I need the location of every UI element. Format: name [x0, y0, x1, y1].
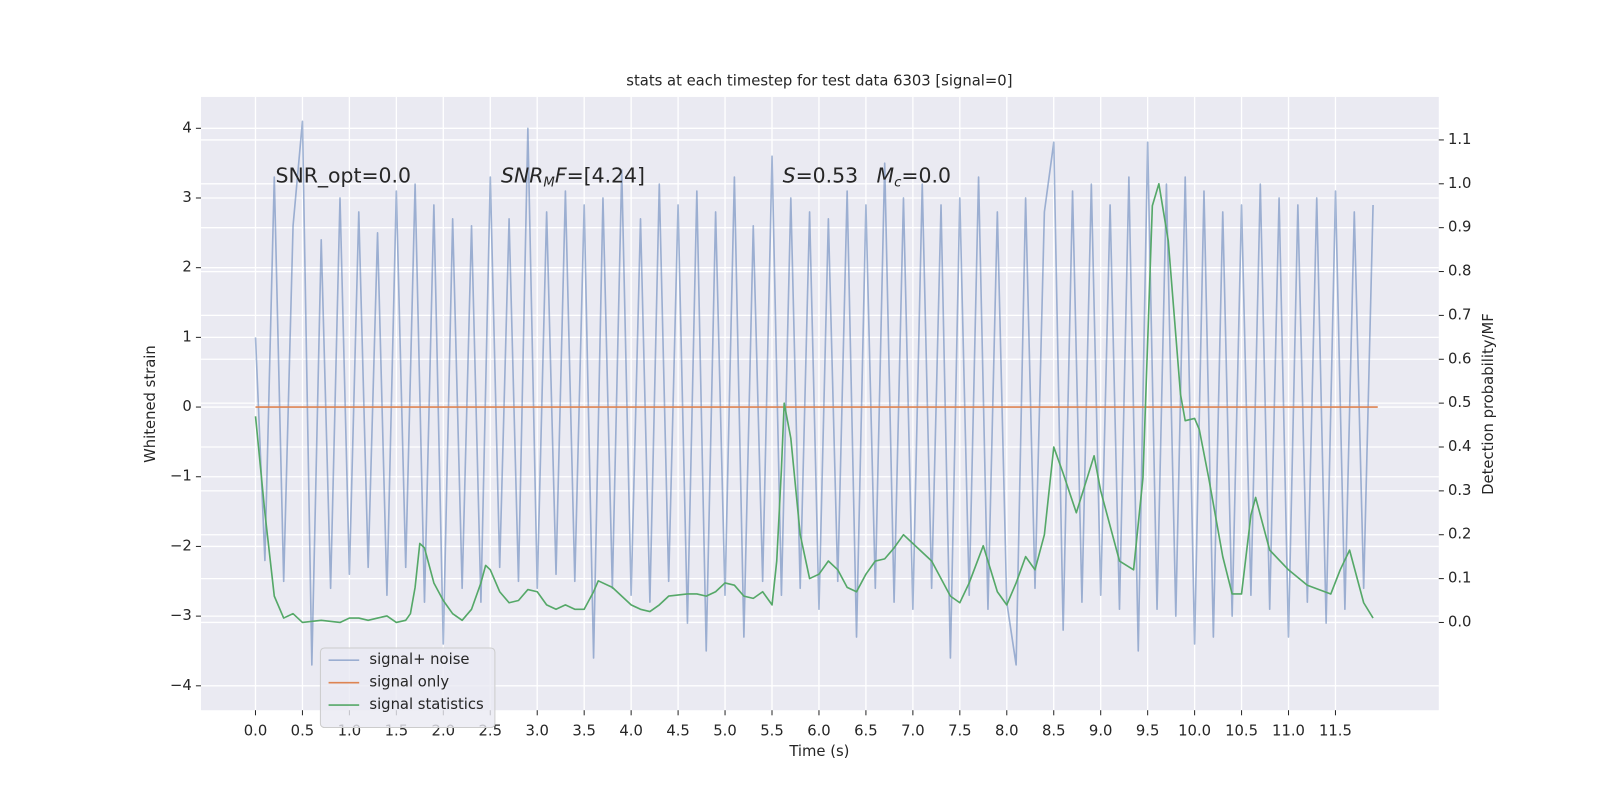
legend-label: signal+ noise [369, 651, 469, 668]
annotation-part: M [543, 176, 555, 191]
y-tick-label: 1 [182, 328, 191, 345]
x-tick-label: 10.0 [1178, 723, 1211, 740]
y-tick-label: −2 [170, 537, 192, 554]
y2-tick-label: 0.7 [1448, 306, 1472, 323]
annotation: Mc=0.0 [877, 164, 951, 191]
x-tick-label: 6.5 [854, 723, 878, 740]
x-tick-label: 0.5 [291, 723, 315, 740]
x-tick-label: 10.5 [1225, 723, 1258, 740]
y-axis-label: Whitened strain [142, 345, 159, 463]
annotation-part: S [783, 164, 796, 188]
x-tick-label: 9.0 [1089, 723, 1113, 740]
annotation: SNR_opt=0.0 [276, 164, 412, 189]
x-tick-label: 9.5 [1136, 723, 1160, 740]
y2-tick-label: 1.1 [1448, 131, 1472, 148]
x-tick-label: 5.0 [713, 723, 737, 740]
annotation-part: =0.53 [796, 164, 859, 188]
annotation-part: =[4.24] [567, 164, 645, 188]
x-tick-label: 11.0 [1272, 723, 1305, 740]
x-axis-label: Time (s) [788, 743, 849, 760]
annotation: SNRMF=[4.24] [501, 164, 645, 191]
legend-box [319, 647, 496, 729]
y-tick-label: 4 [182, 119, 191, 136]
x-tick-label: 5.5 [760, 723, 784, 740]
x-tick-label: 4.0 [619, 723, 643, 740]
y-tick-label: −3 [170, 607, 192, 624]
x-tick-label: 0.0 [244, 723, 268, 740]
annotation-part: F [555, 164, 567, 188]
y2-tick-label: 1.0 [1448, 175, 1472, 192]
annotation-part: =0.0 [901, 164, 951, 188]
annotation-part: SNR [501, 164, 543, 188]
y2-tick-label: 0.8 [1448, 263, 1472, 280]
y-tick-label: −4 [170, 677, 192, 694]
y2-tick-label: 0.0 [1448, 613, 1472, 630]
legend-label: signal statistics [369, 696, 483, 713]
x-tick-label: 6.0 [807, 723, 831, 740]
series-line [254, 120, 1374, 666]
annotations: SNR_opt=0.0 SNRMF=[4.24] S=0.53 Mc=0.0 [276, 164, 951, 191]
marks [254, 120, 1378, 666]
x-tick-label: 3.5 [572, 723, 596, 740]
x-tick-label: 8.5 [1042, 723, 1066, 740]
y2-tick-label: 0.9 [1448, 219, 1472, 236]
annotation-part: M [877, 164, 895, 188]
x-tick-label: 7.5 [948, 723, 972, 740]
y2-tick-label: 0.5 [1448, 394, 1472, 411]
y-tick-label: 3 [182, 189, 191, 206]
legend: signal+ noise signal only signal statistic… [319, 647, 496, 729]
annotation-part: SNR_opt=0.0 [276, 164, 412, 189]
ticks: 0.0 0.5 1.0 1.5 2.0 2.5 3.0 3.5 4.0 4.5 5.0 5.5 6.0 6… [170, 119, 1471, 739]
y2-tick-label: 0.1 [1448, 570, 1472, 587]
annotation-part: c [894, 176, 902, 191]
y-tick-label: 2 [182, 259, 191, 276]
chart-title: stats at each timestep for test data 630… [626, 73, 1012, 90]
legend-label: signal only [369, 674, 449, 691]
annotation: S=0.53 [783, 164, 858, 188]
x-tick-label: 7.0 [901, 723, 925, 740]
y2-tick-label: 0.4 [1448, 438, 1472, 455]
y2-tick-label: 0.2 [1448, 526, 1472, 543]
y2-tick-label: 0.3 [1448, 482, 1472, 499]
y-tick-label: 0 [182, 398, 191, 415]
y2-axis-label: Detection probability/MF [1480, 313, 1497, 495]
x-tick-label: 4.5 [666, 723, 690, 740]
y2-tick-label: 0.6 [1448, 350, 1472, 367]
series-line [254, 182, 1374, 624]
x-tick-label: 3.0 [525, 723, 549, 740]
x-tick-label: 11.5 [1319, 723, 1352, 740]
x-tick-label: 8.0 [995, 723, 1019, 740]
y-tick-label: −1 [170, 468, 192, 485]
